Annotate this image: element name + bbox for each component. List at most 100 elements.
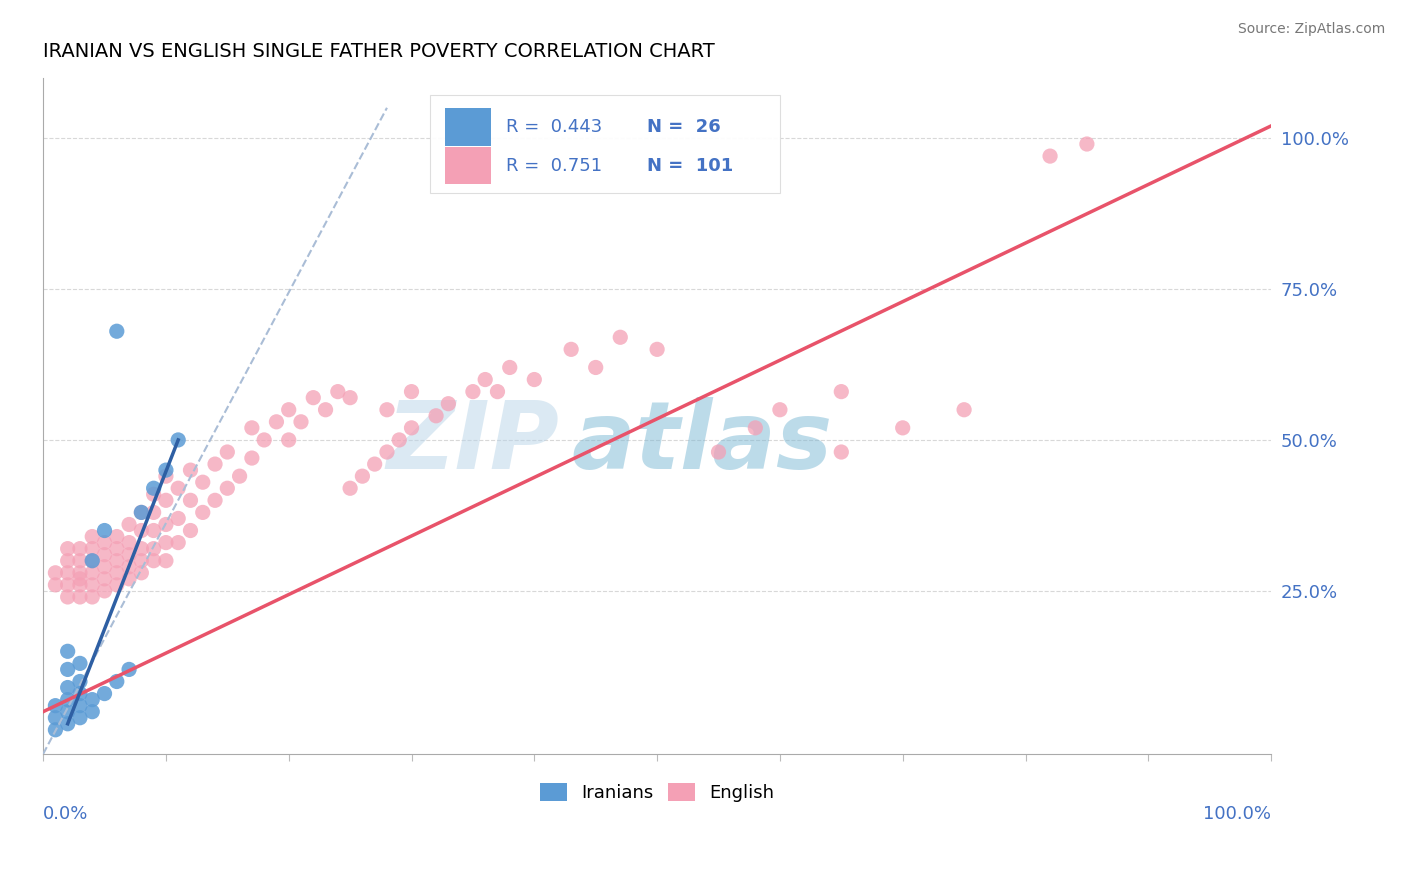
Point [830, 384, 852, 399]
Point [609, 330, 631, 344]
Text: ZIP: ZIP [387, 397, 558, 489]
Point [44, 723, 66, 737]
Point [82, 530, 104, 544]
Point [744, 421, 766, 435]
Point [69, 590, 91, 604]
Point [191, 475, 214, 490]
Point [240, 451, 263, 466]
Bar [444, 147, 491, 184]
Text: atlas: atlas [571, 397, 832, 489]
Point [142, 524, 165, 538]
Point [118, 548, 141, 562]
Point [179, 524, 201, 538]
Point [204, 493, 226, 508]
Point [339, 391, 361, 405]
Point [228, 469, 250, 483]
Point [523, 372, 546, 386]
Point [56, 541, 79, 556]
Point [707, 445, 730, 459]
Point [155, 535, 177, 549]
Point [375, 445, 398, 459]
Point [56, 578, 79, 592]
Point [82, 578, 104, 592]
Point [118, 517, 141, 532]
Text: R =  0.751: R = 0.751 [506, 156, 602, 175]
Point [204, 457, 226, 471]
Point [167, 481, 190, 495]
Point [56, 705, 79, 719]
Point [56, 692, 79, 706]
Point [277, 433, 299, 447]
Point [179, 463, 201, 477]
Point [82, 566, 104, 580]
Point [93, 687, 115, 701]
Point [290, 415, 312, 429]
Point [179, 493, 201, 508]
Point [191, 505, 214, 519]
Point [93, 559, 115, 574]
Point [142, 481, 165, 495]
Point [82, 554, 104, 568]
Point [69, 687, 91, 701]
Point [82, 541, 104, 556]
Point [118, 662, 141, 676]
Point [105, 566, 128, 580]
Point [131, 554, 153, 568]
Point [105, 674, 128, 689]
Text: IRANIAN VS ENGLISH SINGLE FATHER POVERTY CORRELATION CHART: IRANIAN VS ENGLISH SINGLE FATHER POVERTY… [44, 42, 714, 61]
Point [155, 517, 177, 532]
Point [56, 716, 79, 731]
Point [830, 445, 852, 459]
Point [388, 433, 411, 447]
Point [891, 421, 914, 435]
Legend: Iranians, English: Iranians, English [533, 775, 782, 809]
Point [302, 391, 325, 405]
Point [105, 578, 128, 592]
Point [56, 554, 79, 568]
Point [69, 711, 91, 725]
Point [93, 524, 115, 538]
Point [105, 530, 128, 544]
Point [339, 481, 361, 495]
Point [560, 343, 582, 357]
Point [131, 505, 153, 519]
Point [44, 711, 66, 725]
Point [1039, 149, 1062, 163]
Point [585, 360, 607, 375]
Point [486, 384, 509, 399]
Point [352, 469, 374, 483]
Point [437, 397, 460, 411]
Point [56, 681, 79, 695]
Text: 0.0%: 0.0% [44, 805, 89, 822]
Point [69, 578, 91, 592]
Point [769, 402, 792, 417]
Point [155, 463, 177, 477]
Point [1076, 136, 1098, 151]
Point [44, 566, 66, 580]
Point [375, 402, 398, 417]
Point [82, 705, 104, 719]
Text: N =  26: N = 26 [647, 118, 721, 136]
Point [93, 535, 115, 549]
Text: N =  101: N = 101 [647, 156, 734, 175]
Point [142, 541, 165, 556]
Point [155, 469, 177, 483]
Point [217, 445, 239, 459]
Point [167, 433, 190, 447]
Point [69, 554, 91, 568]
Point [118, 535, 141, 549]
Point [401, 421, 423, 435]
FancyBboxPatch shape [430, 95, 780, 193]
Point [953, 402, 976, 417]
Point [167, 535, 190, 549]
Bar [444, 108, 491, 145]
Point [645, 343, 668, 357]
Point [56, 662, 79, 676]
Point [118, 559, 141, 574]
Point [131, 541, 153, 556]
Point [69, 572, 91, 586]
Point [44, 578, 66, 592]
Point [93, 548, 115, 562]
Point [253, 433, 276, 447]
Point [326, 384, 349, 399]
